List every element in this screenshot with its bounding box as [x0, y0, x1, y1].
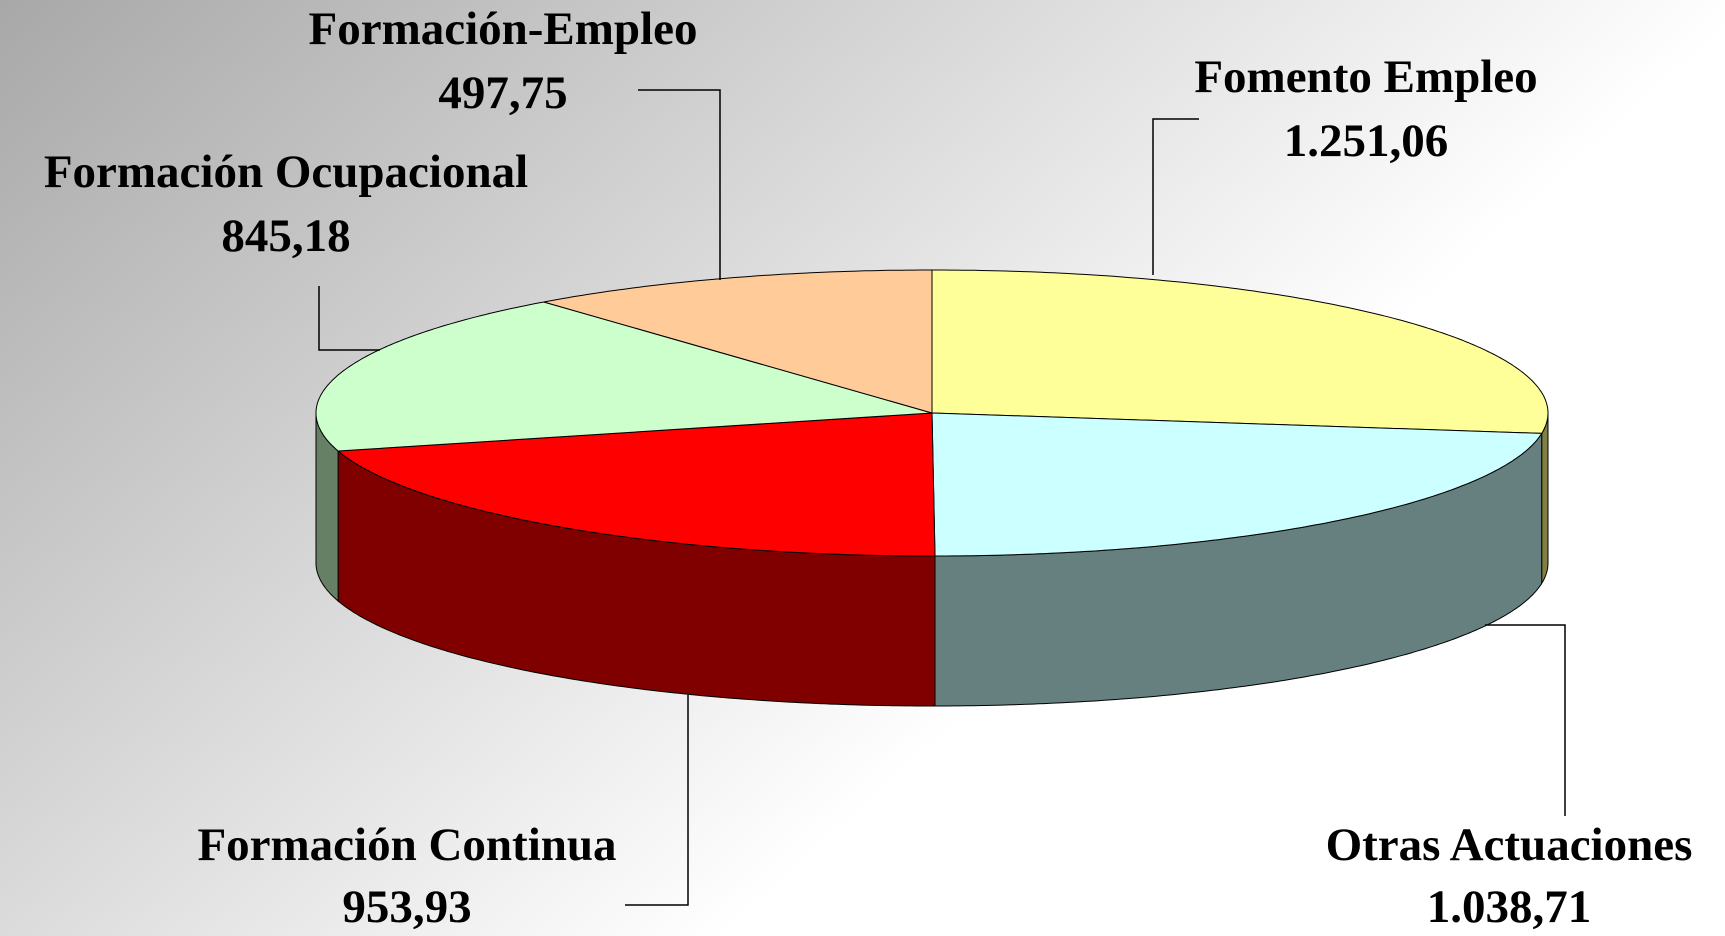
slice — [315, 301, 933, 452]
slice-label: Otras Actuaciones — [1326, 819, 1693, 871]
leader-line — [1152, 118, 1199, 275]
value-label: 1.251,06 — [1284, 115, 1449, 167]
leader-line — [1485, 624, 1566, 816]
slice-side — [1541, 413, 1549, 586]
value-label: 497,75 — [438, 67, 567, 119]
slice — [543, 269, 933, 414]
slice-label: Formación-Empleo — [309, 3, 698, 55]
value-label: 953,93 — [342, 881, 471, 933]
slice — [336, 412, 936, 557]
slice — [931, 269, 1549, 434]
leader-line — [318, 286, 380, 351]
leader-line — [625, 695, 689, 906]
slice — [931, 412, 1543, 557]
slice-label: Formación Ocupacional — [44, 146, 528, 198]
leader-line — [638, 89, 721, 280]
slice-label: Formación Continua — [197, 819, 616, 871]
slice-label: Fomento Empleo — [1194, 51, 1537, 103]
value-label: 1.038,71 — [1427, 881, 1592, 933]
value-label: 845,18 — [221, 210, 350, 262]
